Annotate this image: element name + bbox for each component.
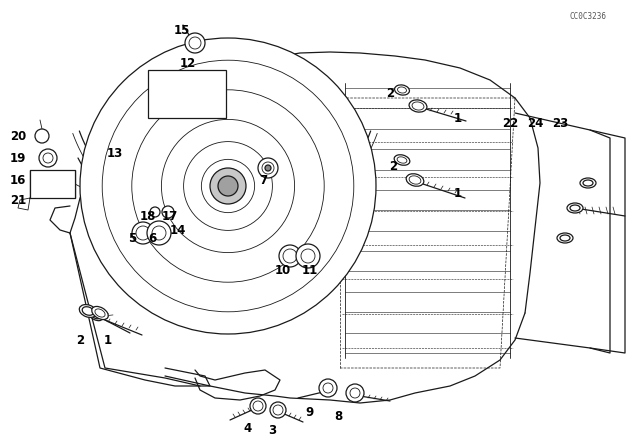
Text: 15: 15	[174, 23, 190, 36]
Circle shape	[301, 249, 315, 263]
Text: 13: 13	[107, 146, 123, 159]
Circle shape	[39, 149, 57, 167]
Text: 1: 1	[454, 112, 462, 125]
Ellipse shape	[92, 306, 108, 319]
Text: 23: 23	[552, 116, 568, 129]
Circle shape	[218, 176, 238, 196]
Circle shape	[350, 388, 360, 398]
Ellipse shape	[570, 205, 580, 211]
Circle shape	[210, 168, 246, 204]
Text: 24: 24	[527, 116, 543, 129]
Circle shape	[270, 402, 286, 418]
Text: 7: 7	[259, 173, 267, 186]
Circle shape	[265, 165, 271, 171]
Text: 2: 2	[389, 159, 397, 172]
Circle shape	[283, 249, 297, 263]
Circle shape	[323, 383, 333, 393]
Text: 20: 20	[10, 129, 26, 142]
Ellipse shape	[394, 155, 410, 165]
Ellipse shape	[90, 311, 102, 321]
Ellipse shape	[580, 178, 596, 188]
Circle shape	[150, 207, 160, 217]
Text: 16: 16	[10, 173, 26, 186]
Circle shape	[258, 158, 278, 178]
Text: 5: 5	[128, 232, 136, 245]
Bar	[30, 170, 75, 198]
Text: 21: 21	[10, 194, 26, 207]
Text: 9: 9	[306, 406, 314, 419]
Text: 6: 6	[148, 232, 156, 245]
Circle shape	[319, 379, 337, 397]
Circle shape	[147, 221, 171, 245]
Text: 19: 19	[10, 151, 26, 164]
Ellipse shape	[397, 87, 406, 93]
Circle shape	[132, 222, 154, 244]
Circle shape	[189, 37, 201, 49]
Text: 12: 12	[180, 56, 196, 69]
Bar	[148, 70, 226, 118]
Circle shape	[250, 398, 266, 414]
Text: 8: 8	[334, 409, 342, 422]
Ellipse shape	[82, 307, 94, 315]
Circle shape	[132, 90, 324, 282]
Circle shape	[35, 129, 49, 143]
Ellipse shape	[412, 102, 424, 110]
Ellipse shape	[92, 313, 100, 319]
Ellipse shape	[557, 233, 573, 243]
Text: 18: 18	[140, 210, 156, 223]
Circle shape	[136, 226, 150, 240]
Circle shape	[102, 60, 354, 312]
Circle shape	[162, 206, 174, 218]
Ellipse shape	[79, 305, 97, 318]
Text: 1: 1	[104, 333, 112, 346]
Ellipse shape	[397, 157, 407, 163]
Ellipse shape	[567, 203, 583, 213]
Circle shape	[202, 159, 255, 213]
Circle shape	[185, 33, 205, 53]
Ellipse shape	[395, 85, 410, 95]
Circle shape	[279, 245, 301, 267]
Circle shape	[161, 120, 294, 253]
Circle shape	[253, 401, 263, 411]
Text: 2: 2	[386, 86, 394, 99]
Text: 22: 22	[502, 116, 518, 129]
Text: 4: 4	[244, 422, 252, 435]
Text: 14: 14	[170, 224, 186, 237]
Ellipse shape	[409, 100, 427, 112]
Text: 3: 3	[268, 423, 276, 436]
Circle shape	[262, 162, 274, 174]
Circle shape	[346, 384, 364, 402]
Circle shape	[43, 153, 53, 163]
Text: 10: 10	[275, 263, 291, 276]
Circle shape	[184, 142, 273, 230]
Circle shape	[80, 38, 376, 334]
Text: 1: 1	[454, 186, 462, 199]
Ellipse shape	[95, 309, 105, 317]
Text: 17: 17	[162, 210, 178, 223]
Text: CC0C3236: CC0C3236	[570, 12, 607, 21]
Text: 2: 2	[76, 333, 84, 346]
Text: 11: 11	[302, 263, 318, 276]
Circle shape	[152, 226, 166, 240]
Ellipse shape	[583, 180, 593, 186]
Ellipse shape	[406, 174, 424, 186]
Ellipse shape	[409, 176, 421, 184]
Circle shape	[273, 405, 283, 415]
Circle shape	[296, 244, 320, 268]
Ellipse shape	[560, 235, 570, 241]
